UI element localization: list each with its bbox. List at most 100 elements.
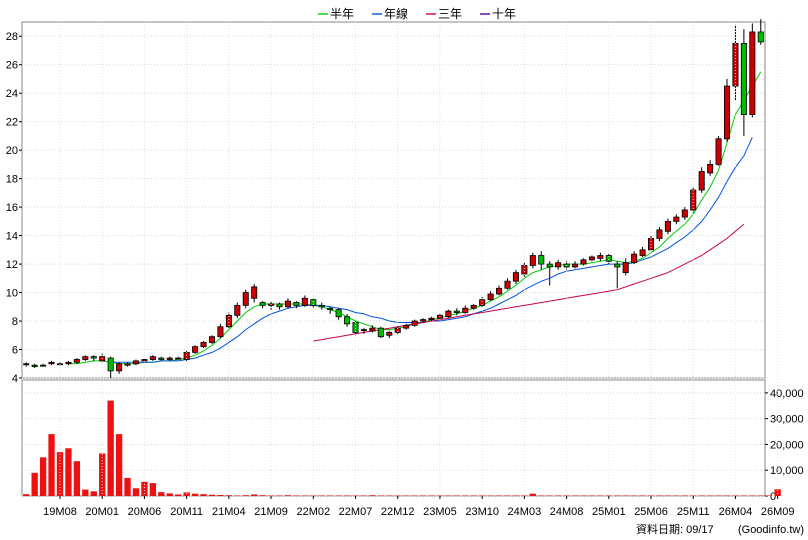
price-tick-label: 4 [12,373,18,385]
volume-bar [402,495,410,496]
candle-body [124,363,131,366]
volume-bar [445,495,452,496]
x-tick-label: 19M08 [43,506,77,518]
candle-body [386,332,393,336]
candle-body [420,319,427,322]
candle-body [276,303,283,308]
volume-bar [166,493,173,496]
volume-bar [293,495,300,496]
candle-body [73,359,80,363]
volume-bar [200,494,207,496]
candle-body [723,85,731,140]
candle-body [335,309,342,318]
candle-body [107,357,114,372]
volume-bar [310,495,317,496]
legend-label: 十年 [492,7,516,21]
volume-bar [327,495,334,496]
price-tick-label: 16 [6,202,18,214]
price-tick-label: 24 [6,88,18,100]
volume-bar [614,495,621,496]
candle-body [166,357,173,360]
candle-body [622,262,629,274]
ma-line-3 [313,223,745,342]
candle-body [479,299,486,306]
volume-bar [605,495,612,496]
candle-body [352,322,359,333]
volume-bar [681,495,688,496]
volume-bar [48,434,55,496]
volume-bar [690,495,697,496]
candle-body [749,31,756,115]
volume-bar [183,492,190,496]
footer-source: (Goodinfo.tw) [738,524,804,536]
footer-date-label: 資料日期: 09/17 [636,522,714,536]
volume-bar [352,495,359,496]
candle-body [293,302,300,306]
candle-body [234,304,241,316]
volume-bar [360,495,368,496]
volume-bar [318,495,325,496]
candle-body [90,356,97,359]
x-tick-label: 26M09 [761,506,795,518]
x-tick-label: 25M01 [592,506,626,518]
candle-body [487,293,494,301]
volume-bar [647,495,655,496]
candle-body [149,356,156,360]
price-tick-label: 6 [12,345,18,357]
volume-bar [664,495,672,496]
candle-body [597,255,604,259]
volume-bar [115,434,123,496]
volume-bar [276,495,283,496]
candle-body [698,171,705,191]
volume-tick-label: 20,000 [770,439,804,451]
candle-body [681,209,688,218]
x-tick-label: 25M11 [677,506,710,518]
volume-bar [73,461,81,496]
volume-bar [175,494,182,496]
candle-body [757,31,764,43]
x-tick-label: 26M04 [719,506,753,518]
x-tick-label: 24M08 [550,506,584,518]
volume-bar [386,495,393,496]
candle-body [310,299,317,306]
x-tick-label: 22M02 [296,506,330,518]
candle-body [538,255,545,265]
candle-body [639,249,646,256]
candle-body [445,310,452,318]
candle-body [664,220,671,232]
volume-bar [343,495,351,496]
volume-bar [656,495,663,496]
candle-body [82,356,89,360]
volume-bar [149,483,157,496]
candle-body [605,255,612,262]
volume-bar [191,493,199,496]
x-tick-label: 23M10 [465,506,499,518]
candle-body [116,363,123,372]
x-tick-label: 25M06 [634,506,668,518]
candle-body [48,361,55,365]
volume-bar [267,495,275,496]
volume-bar [65,448,72,496]
candle-body [217,326,224,338]
volume-bar [673,495,680,496]
volume-bar [82,489,89,496]
volume-bar [487,495,494,496]
x-tick-label: 24M03 [508,506,542,518]
volume-tick-label: 10,000 [770,465,804,477]
volume-bar [39,457,47,496]
volume-bar [462,495,469,496]
volume-bar [419,495,427,496]
candle-body [225,314,232,328]
candle-body [715,138,722,165]
candle-body [453,310,460,313]
volume-bar [538,495,545,496]
volume-bar [259,495,266,496]
candle-body [614,263,621,268]
volume-bar [504,495,511,496]
candle-body [31,364,38,368]
volume-bar [774,489,781,496]
volume-bar [470,495,477,496]
price-plot-frame [21,21,766,379]
volume-bar [141,481,148,496]
